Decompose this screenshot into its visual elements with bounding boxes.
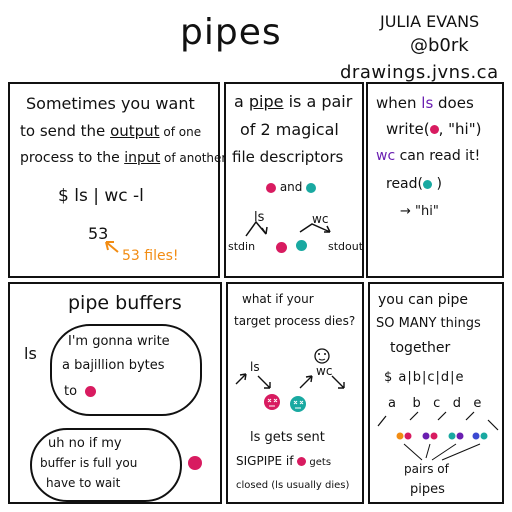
author-name: JULIA EVANS [380,12,480,31]
panel5-line2: target process dies? [234,314,356,328]
panel1-annotation: 53 files! [122,248,179,264]
panel2-wc-label: wc [312,212,329,226]
dead-teal-face-icon [290,396,306,412]
panel6-letters: a b c d e [388,396,482,411]
panel1-command: $ ls | wc -l [58,186,144,206]
speech-bubble-buffer: uh no if my buffer is full you have to w… [30,428,182,502]
panel3-line3: wc can read it! [376,148,481,164]
panel2-stdout-label: stdout [328,240,364,253]
website-link[interactable]: drawings.jvns.ca [340,62,499,83]
dead-pink-face-icon [264,394,280,410]
bubble1-line1: I'm gonna write [68,334,170,349]
panel2-stdin-label: stdin [228,240,256,253]
panel6-line3: together [390,340,451,356]
bubble1-line3: to [64,384,97,399]
panel1-result: 53 [88,224,109,243]
orange-arrow-icon [105,241,119,253]
panel-many-pipes: you can pipe SO MANY things together $ a… [368,282,504,504]
teal-dot-icon [306,182,317,193]
panel2-line2: of 2 magical [240,120,339,139]
panel4-title: pipe buffers [68,292,182,314]
pink-dot-icon [188,456,202,470]
panel-send-output: Sometimes you want to send the output of… [8,82,226,278]
panel6-caption1: pairs of [404,462,449,476]
panel3-line4: read( ) [386,176,442,192]
bubble1-line2: a bajillion bytes [62,358,165,373]
panel2-fd-pair: and [266,180,317,194]
panel-pipe-buffers: pipe buffers ls I'm gonna write a bajill… [8,282,222,504]
panel6-caption2: pipes [410,482,445,497]
panel3-line1: when ls does [376,94,474,112]
panel2-arrows [245,220,331,237]
panel5-line1: what if your [242,292,314,306]
pink-dot-icon [429,125,439,134]
panel1-line3: process to the input of another [20,150,227,166]
teal-dot-icon [423,179,432,189]
speech-bubble-ls: I'm gonna write a bajillion bytes to [50,324,202,416]
bubble2-line3: have to wait [46,476,121,490]
panel-process-dies: what if your target process dies? ls wc … [226,282,364,504]
author-block: JULIA EVANS @b0rk [380,10,479,58]
smiley-face-icon [314,348,330,364]
panel5-bottom1: ls gets sent [250,430,325,445]
panel5-faces [235,348,345,412]
panel5-bottom3: closed (ls usually dies) [236,480,350,491]
panel5-ls-label: ls [250,360,260,374]
pink-dot-icon [266,182,276,193]
teal-dot-icon [296,240,307,251]
panel6-line2: SO MANY things [376,316,481,331]
panel4-ls-label: ls [24,344,37,363]
pink-dot-icon [276,242,287,253]
bubble2-line1: uh no if my [48,436,122,451]
panel5-wc-label: wc [316,364,333,378]
panel6-line1: you can pipe [378,292,469,308]
panel3-line2: write(, "hi") [386,120,482,138]
pink-dot-icon [85,386,97,397]
page-title: pipes [180,12,282,53]
panel2-line1: a pipe is a pair [234,92,353,111]
panel1-line1: Sometimes you want [26,94,195,113]
panel2-line3: file descriptors [232,148,344,166]
panel6-command: $ a|b|c|d|e [384,370,465,385]
pink-dot-icon [297,457,307,466]
panel2-ls-label: ls [254,210,265,225]
panel5-bottom2: SIGPIPE if gets [236,454,332,468]
panel-pipe-definition: a pipe is a pair of 2 magical file descr… [224,82,364,278]
author-handle: @b0rk [410,35,469,56]
panel1-line2: to send the output of one [20,122,202,140]
panel-write-read: when ls does write(, "hi") wc can read i… [366,82,504,278]
panel6-pipe-dots [377,411,499,461]
bubble2-line2: buffer is full you [40,456,138,470]
panel3-line5: → "hi" [400,204,439,219]
